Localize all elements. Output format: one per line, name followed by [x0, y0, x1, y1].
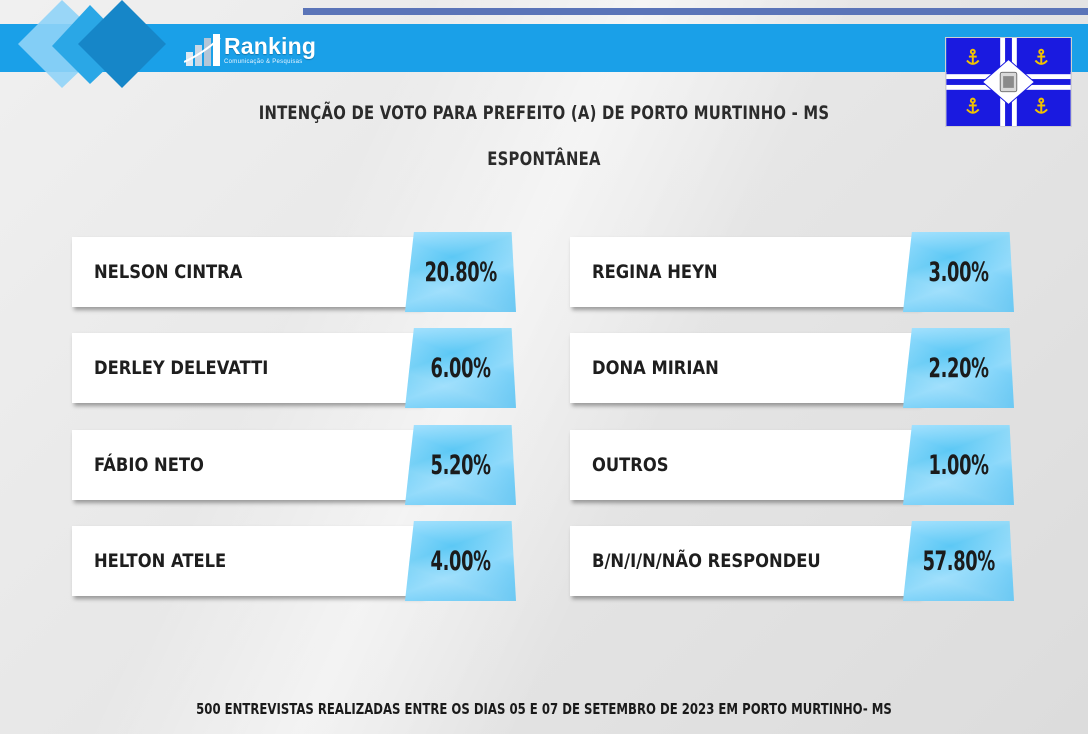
candidate-card: DERLEY DELEVATTI 6.00%: [72, 328, 516, 408]
chart-title: INTENÇÃO DE VOTO PARA PREFEITO (A) DE PO…: [258, 102, 830, 124]
logo-subtitle: Comunicação & Pesquisas: [224, 59, 303, 65]
candidate-name-box: B/N/I/N/NÃO RESPONDEU: [570, 526, 920, 596]
candidate-card: B/N/I/N/NÃO RESPONDEU 57.80%: [570, 521, 1014, 601]
candidate-card: REGINA HEYN 3.00%: [570, 232, 1014, 312]
candidate-percentage: 3.00%: [928, 256, 989, 288]
candidate-percentage: 57.80%: [922, 545, 995, 577]
candidate-card: OUTROS 1.00%: [570, 425, 1014, 505]
decorative-diamonds: [18, 0, 166, 88]
candidate-percentage: 6.00%: [430, 352, 491, 384]
header-band: [0, 24, 1088, 72]
candidate-name: B/N/I/N/NÃO RESPONDEU: [592, 550, 821, 572]
candidate-value-box: 57.80%: [903, 521, 1014, 601]
candidate-percentage: 20.80%: [424, 256, 497, 288]
candidate-name: HELTON ATELE: [94, 550, 227, 572]
candidate-percentage: 4.00%: [430, 545, 491, 577]
candidate-name-box: HELTON ATELE: [72, 526, 422, 596]
candidate-card: FÁBIO NETO 5.20%: [72, 425, 516, 505]
candidate-name: DERLEY DELEVATTI: [94, 357, 269, 379]
candidate-name-box: FÁBIO NETO: [72, 430, 422, 500]
candidate-value-box: 1.00%: [903, 425, 1014, 505]
candidate-value-box: 4.00%: [405, 521, 516, 601]
candidate-percentage: 1.00%: [928, 449, 989, 481]
candidate-name-box: OUTROS: [570, 430, 920, 500]
footer-note: 500 ENTREVISTAS REALIZADAS ENTRE OS DIAS…: [196, 700, 892, 718]
candidate-name-box: REGINA HEYN: [570, 237, 920, 307]
candidate-value-box: 2.20%: [903, 328, 1014, 408]
candidate-name: REGINA HEYN: [592, 261, 718, 283]
candidate-name-box: DONA MIRIAN: [570, 333, 920, 403]
logo-name: Ranking: [224, 33, 317, 59]
candidate-card: NELSON CINTRA 20.80%: [72, 232, 516, 312]
candidate-value-box: 5.20%: [405, 425, 516, 505]
porto-murtinho-flag: [945, 37, 1072, 127]
candidate-name-box: DERLEY DELEVATTI: [72, 333, 422, 403]
candidate-value-box: 6.00%: [405, 328, 516, 408]
candidate-name: OUTROS: [592, 454, 669, 476]
candidate-card: DONA MIRIAN 2.20%: [570, 328, 1014, 408]
candidate-name-box: NELSON CINTRA: [72, 237, 422, 307]
candidate-card: HELTON ATELE 4.00%: [72, 521, 516, 601]
candidate-value-box: 3.00%: [903, 232, 1014, 312]
ranking-logo: Ranking Comunicação & Pesquisas: [184, 30, 316, 70]
candidate-name: FÁBIO NETO: [94, 454, 204, 476]
candidate-percentage: 5.20%: [430, 449, 491, 481]
candidate-percentage: 2.20%: [928, 352, 989, 384]
top-accent-line: [303, 8, 1088, 15]
chart-subtitle: ESPONTÂNEA: [487, 148, 601, 170]
candidate-name: NELSON CINTRA: [94, 261, 243, 283]
candidate-value-box: 20.80%: [405, 232, 516, 312]
logo-bars-icon: [184, 34, 221, 66]
candidate-name: DONA MIRIAN: [592, 357, 719, 379]
